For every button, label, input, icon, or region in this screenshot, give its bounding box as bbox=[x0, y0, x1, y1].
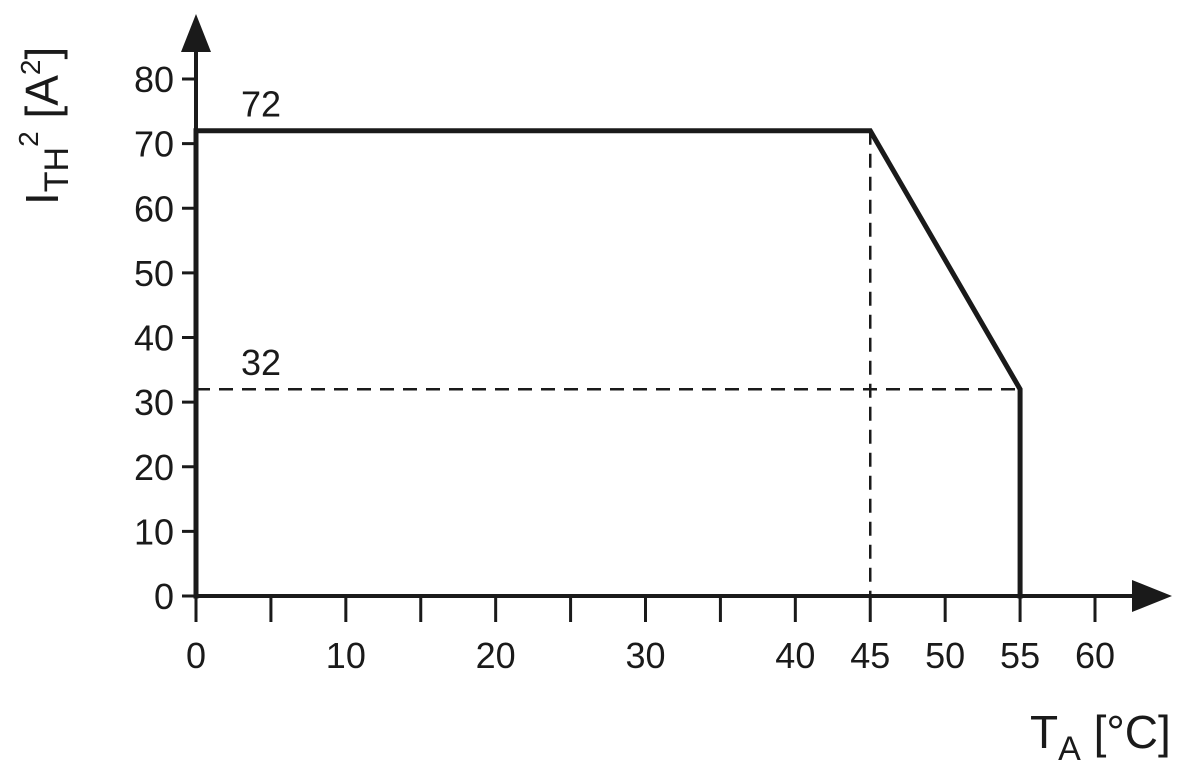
y-tick-label: 20 bbox=[134, 447, 174, 488]
x-tick-label: 55 bbox=[1000, 635, 1040, 676]
x-tick-label: 20 bbox=[476, 635, 516, 676]
ticks: 0 10 20 30 40 50 60 70 80 0 10 20 30 40 45 50 55 60 bbox=[134, 59, 1115, 676]
axes bbox=[181, 14, 1172, 612]
reference-lines bbox=[196, 130, 1021, 596]
series-layer bbox=[193, 128, 1023, 599]
x-tick-label: 45 bbox=[850, 635, 890, 676]
x-axis-label: TA [°C] bbox=[1030, 706, 1171, 768]
y-axis-label: ITH2 [A2] bbox=[13, 47, 76, 205]
annotations: 72 32 bbox=[241, 84, 281, 384]
x-tick-label: 10 bbox=[326, 635, 366, 676]
y-tick-label: 70 bbox=[134, 124, 174, 165]
y-tick-label: 60 bbox=[134, 188, 174, 229]
y-tick-label: 30 bbox=[134, 382, 174, 423]
y-tick-label: 50 bbox=[134, 253, 174, 294]
y-tick-label: 80 bbox=[134, 59, 174, 100]
x-tick-label: 0 bbox=[186, 635, 206, 676]
y-axis-arrow bbox=[181, 14, 211, 52]
x-tick-label: 30 bbox=[625, 635, 665, 676]
x-tick-label: 40 bbox=[775, 635, 815, 676]
x-axis-arrow bbox=[1132, 580, 1172, 612]
y-tick-label: 10 bbox=[134, 511, 174, 552]
value-annotation: 72 bbox=[241, 84, 281, 125]
y-tick-label: 0 bbox=[154, 576, 174, 617]
x-tick-label: 50 bbox=[925, 635, 965, 676]
series-line bbox=[193, 128, 1023, 599]
value-annotation: 32 bbox=[241, 342, 281, 383]
y-tick-label: 40 bbox=[134, 318, 174, 359]
x-tick-label: 60 bbox=[1075, 635, 1115, 676]
